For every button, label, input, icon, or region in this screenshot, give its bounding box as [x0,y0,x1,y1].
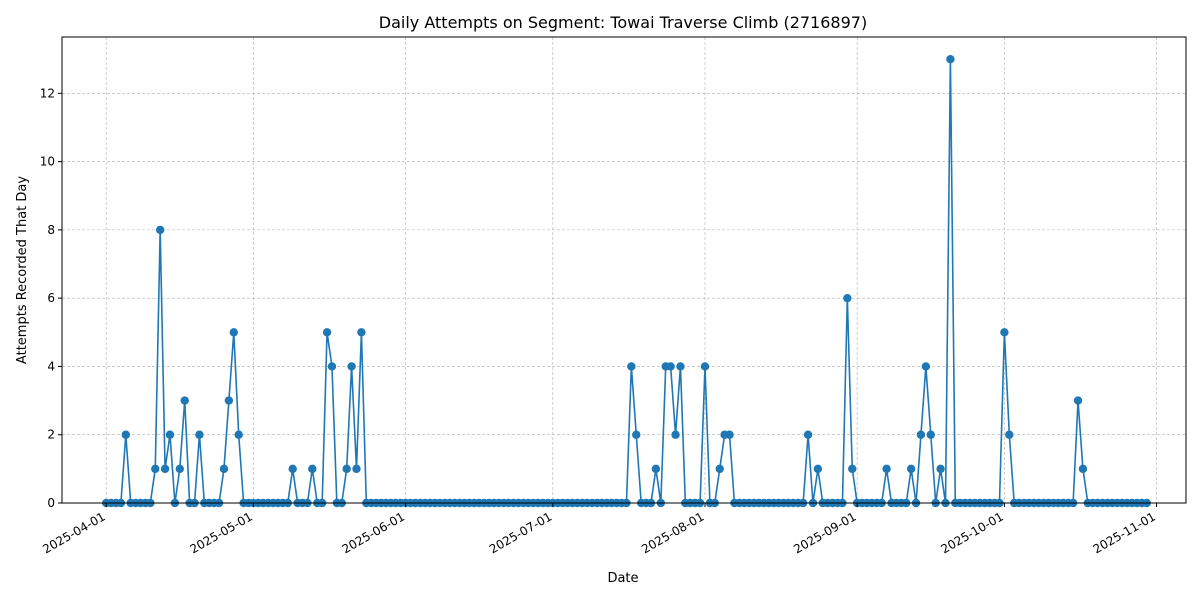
x-tick-label: 2025-06-01 [340,509,407,556]
data-point [195,430,204,439]
data-point [627,362,636,371]
x-tick-label: 2025-08-01 [639,509,706,556]
data-point [180,396,189,405]
x-axis: 2025-04-01 2025-05-01 2025-06-01 2025-07-01… [40,503,1158,556]
data-point [165,430,175,439]
x-tick-label: 2025-07-01 [487,509,554,556]
data-point [1073,396,1083,405]
data-point [916,430,926,439]
x-tick-label: 2025-11-01 [1091,509,1158,556]
x-tick-label: 2025-04-01 [40,509,107,556]
chart-title: Daily Attempts on Segment: Towai Travers… [379,13,867,32]
y-tick-label: 0 [47,496,55,510]
data-point [308,464,317,474]
data-point [848,464,857,474]
data-point [347,362,356,371]
data-point [327,362,337,371]
data-point [352,464,361,474]
data-point [160,464,170,474]
plot-frame [61,36,1187,504]
x-axis-label: Date [607,571,638,586]
data-point [357,328,366,337]
data-point [1078,464,1088,474]
x-tick-label: 2025-09-01 [791,509,858,556]
data-point [921,362,931,371]
data-point [926,430,935,439]
y-tick-label: 2 [47,428,55,442]
y-tick-label: 4 [47,359,55,373]
data-point [1005,430,1014,439]
y-tick-label: 6 [47,291,55,305]
data-point [288,464,297,474]
y-tick-label: 10 [40,155,55,169]
data-point [882,464,891,474]
data-point [666,362,675,371]
data-point [803,430,813,439]
data-point [843,293,852,303]
data-point [224,396,234,405]
data-point [1000,328,1009,337]
y-axis-label: Attempts Recorded That Day [15,176,30,364]
data-point [700,362,710,371]
data-point [175,464,184,474]
data-point [813,464,823,474]
data-point [725,430,734,439]
data-point [715,464,724,474]
y-axis: 0 2 4 6 8 10 12 [40,86,62,510]
data-point [322,328,332,337]
data-point [906,464,916,474]
data-point [671,430,680,439]
x-tick-label: 2025-05-01 [188,509,255,556]
y-tick-label: 8 [47,223,55,237]
series-line [106,59,1147,504]
data-point [234,430,243,439]
x-tick-label: 2025-10-01 [938,509,1005,556]
data-point [936,464,945,474]
data-point [229,328,238,337]
data-point [151,464,160,474]
series-layer [101,54,1151,508]
data-point [651,464,661,474]
data-point [121,430,131,439]
data-point [632,430,641,439]
grid [62,37,1186,504]
y-tick-label: 12 [40,86,55,100]
data-point [676,362,685,371]
data-point [342,464,351,474]
data-point [946,54,955,64]
data-point [219,464,229,474]
data-point [155,225,165,235]
